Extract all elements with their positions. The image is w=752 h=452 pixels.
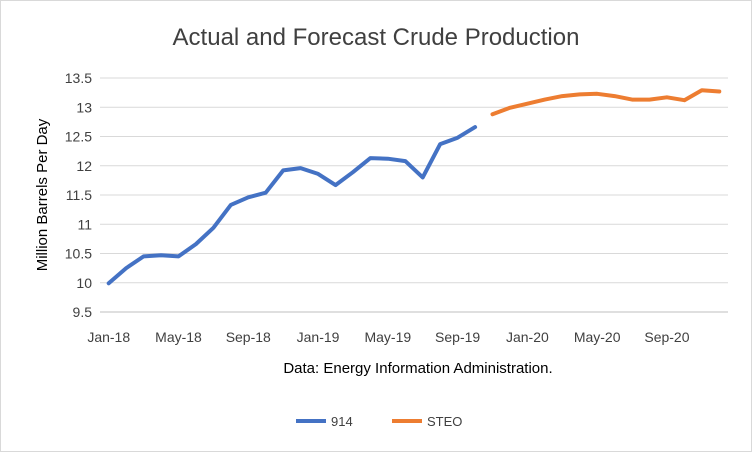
x-tick-label: Sep-18 [226,329,271,345]
y-tick-label: 11 [77,216,92,232]
y-tick-label: 10 [76,275,92,291]
x-tick-label: May-19 [364,329,411,345]
y-tick-label: 13.5 [65,70,92,86]
x-tick-label: Sep-19 [435,329,480,345]
y-tick-label: 10.5 [65,246,92,262]
y-axis-label: Million Barrels Per Day [34,118,51,271]
legend-label: STEO [427,414,462,429]
x-axis-label: Data: Energy Information Administration. [283,360,552,377]
gridlines [100,77,728,313]
y-tick-label: 9.5 [73,304,93,320]
x-tick-label: May-20 [574,329,621,345]
y-tick-label: 11.5 [66,187,92,203]
x-tick-label: Jan-18 [87,329,130,345]
legend-label: 914 [331,414,353,429]
y-tick-label: 12.5 [65,129,92,145]
y-axis-ticks: 9.5 10 10.5 11 11.5 12 12.5 13 13.5 [65,70,92,320]
x-axis-ticks: Jan-18 May-18 Sep-18 Jan-19 May-19 Sep-19 Jan-… [87,329,689,345]
x-tick-label: Jan-20 [506,329,549,345]
y-tick-label: 13 [76,99,92,115]
x-tick-label: Sep-20 [644,329,689,345]
series-lines [106,88,722,286]
x-tick-label: Jan-19 [297,329,340,345]
legend: 914 STEO [296,414,462,429]
y-tick-label: 12 [76,158,92,174]
x-tick-label: May-18 [155,329,202,345]
series-line-1 [106,125,478,286]
series-line-2 [490,88,722,117]
chart-title: Actual and Forecast Crude Production [173,24,580,51]
